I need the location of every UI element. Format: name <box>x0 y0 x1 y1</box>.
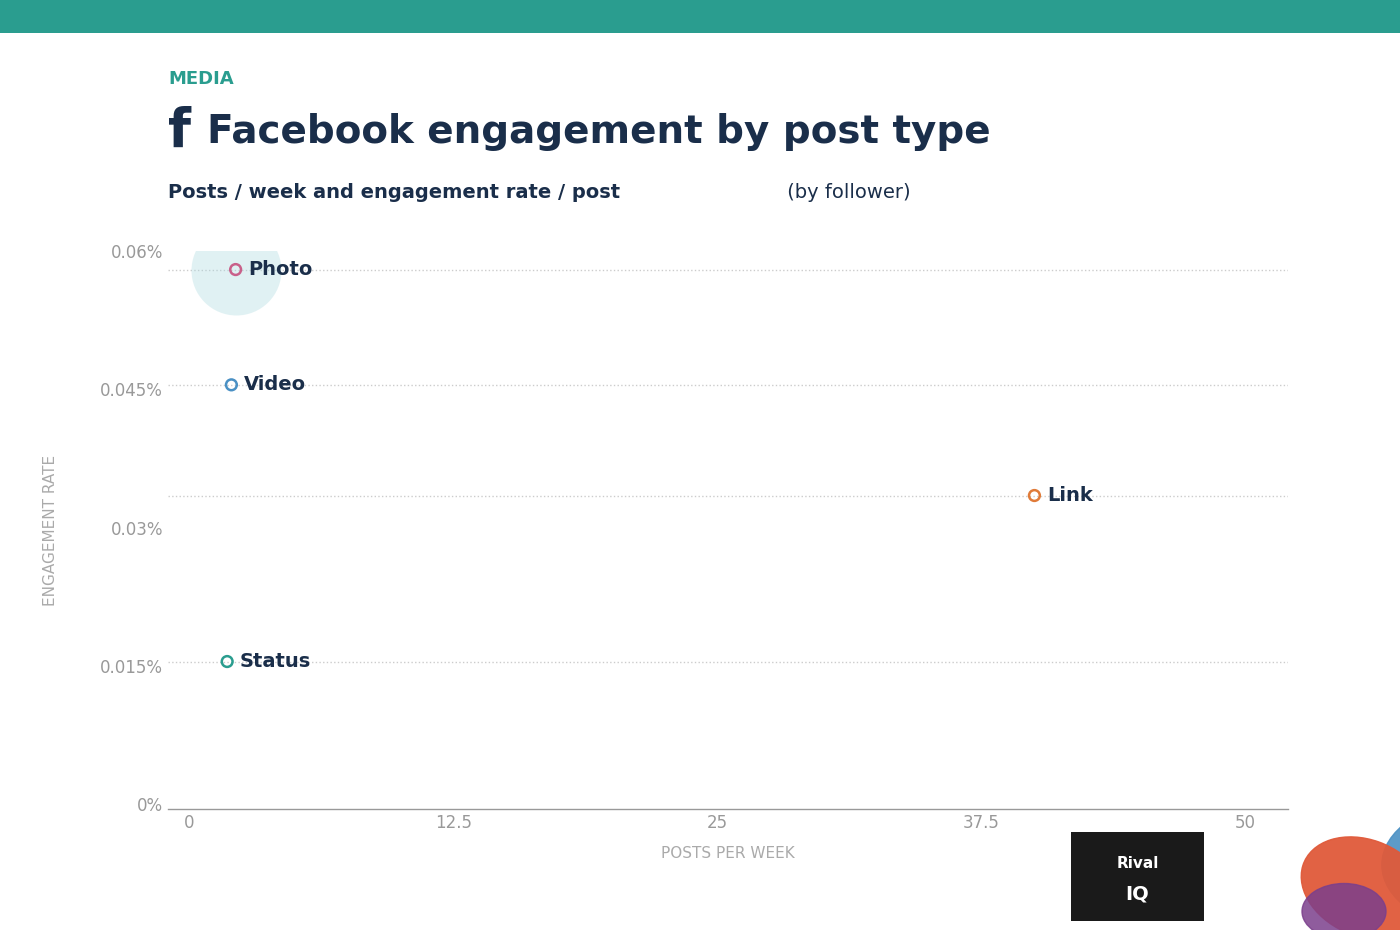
Point <box>224 262 246 277</box>
Text: MEDIA: MEDIA <box>168 70 234 88</box>
Text: Rival: Rival <box>1116 856 1159 870</box>
Point <box>216 654 238 669</box>
X-axis label: POSTS PER WEEK: POSTS PER WEEK <box>661 846 795 861</box>
Text: Facebook engagement by post type: Facebook engagement by post type <box>207 113 991 151</box>
Point <box>1023 488 1046 503</box>
Text: Link: Link <box>1047 486 1093 505</box>
Point <box>220 378 242 392</box>
Text: Photo: Photo <box>248 260 312 279</box>
Text: f: f <box>168 106 190 158</box>
Text: (by follower): (by follower) <box>781 183 911 202</box>
Point <box>224 262 246 277</box>
Text: Posts / week and engagement rate / post: Posts / week and engagement rate / post <box>168 183 620 202</box>
Text: IQ: IQ <box>1126 884 1149 904</box>
Text: Video: Video <box>244 376 307 394</box>
Text: Status: Status <box>239 652 311 671</box>
Y-axis label: ENGAGEMENT RATE: ENGAGEMENT RATE <box>43 455 59 605</box>
